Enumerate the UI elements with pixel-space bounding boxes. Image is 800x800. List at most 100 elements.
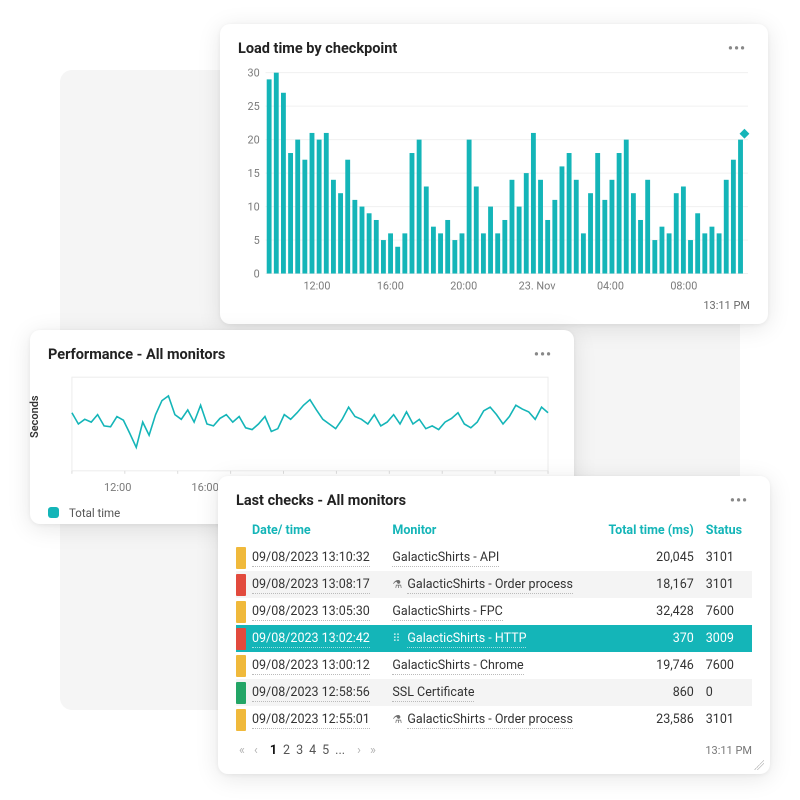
bar [660,227,665,274]
bar [302,160,307,274]
table-row[interactable]: 09/08/2023 13:08:17 ⚗GalacticShirts - Ord… [236,571,752,598]
cell-monitor: GalacticShirts - Chrome [392,658,523,675]
page-number[interactable]: 3 [296,743,303,758]
col-datetime[interactable]: Date/ time [246,517,386,544]
svg-text:5: 5 [254,234,260,247]
bar [331,180,336,274]
svg-text:30: 30 [247,67,259,80]
bar [645,180,650,274]
bar [288,153,293,274]
bar [467,140,472,274]
svg-text:25: 25 [247,100,259,113]
card-title: Last checks - All monitors [236,492,406,509]
cell-status: 7600 [700,598,752,625]
bar [517,207,522,274]
table-row[interactable]: 09/08/2023 13:00:12GalacticShirts - Chro… [236,652,752,679]
svg-text:20: 20 [247,134,259,147]
bar [495,233,500,273]
resize-handle[interactable] [754,760,764,770]
bar [345,160,350,274]
bar [338,193,343,273]
more-icon[interactable]: ••• [726,494,752,508]
diamond-marker [740,129,750,139]
bar [395,247,400,274]
cell-total: 860 [595,679,700,706]
page-first[interactable]: « [239,743,245,758]
bar [417,140,422,274]
cell-total: 32,428 [595,598,700,625]
bar [681,186,686,273]
col-monitor[interactable]: Monitor [386,517,594,544]
table-timestamp: 13:11 PM [705,744,752,757]
table-row[interactable]: 09/08/2023 13:05:30 GalacticShirts - FPC 3… [236,598,752,625]
bar [588,193,593,273]
page-number[interactable]: 5 [322,743,329,758]
line-series [72,396,548,447]
chart-timestamp: 13:11 PM [238,299,750,312]
bar [431,227,436,274]
cell-monitor: GalacticShirts - FPC [392,604,502,621]
monitor-type-icon: ⚗ [392,578,404,591]
bar [424,186,429,273]
cell-datetime: 09/08/2023 12:55:01 [252,712,370,729]
status-stripe [236,628,246,650]
cell-datetime: 09/08/2023 12:58:56 [252,685,370,702]
table-row[interactable]: 09/08/2023 12:58:56 SSL Certificate 8600 [236,679,752,706]
page-next[interactable]: › [357,743,361,758]
bar [438,233,443,273]
bar [545,220,550,274]
more-icon[interactable]: ••• [530,348,556,362]
card-title: Load time by checkpoint [238,40,397,57]
card-title: Performance - All monitors [48,346,225,363]
bar [595,153,600,274]
bar [731,160,736,274]
page-number[interactable]: ... [335,743,345,758]
bar [560,166,565,273]
page-number[interactable]: 4 [309,743,316,758]
cell-monitor: SSL Certificate [392,685,474,702]
svg-text:15: 15 [247,167,259,180]
cell-status: 3101 [700,706,752,733]
more-icon[interactable]: ••• [724,42,750,56]
page-number[interactable]: 1 [270,743,277,758]
bar [567,153,572,274]
table-row[interactable]: 09/08/2023 13:10:32GalacticShirts - API2… [236,544,752,571]
cell-datetime: 09/08/2023 13:05:30 [252,604,370,621]
status-stripe [236,709,246,731]
cell-monitor: GalacticShirts - Order process [407,577,573,594]
x-tick: 12:00 [104,481,131,494]
table-row[interactable]: 09/08/2023 13:02:42⠿GalacticShirts - HTT… [236,625,752,652]
bar [602,200,607,274]
page-last[interactable]: » [370,743,376,758]
bar [667,233,672,273]
cell-datetime: 09/08/2023 13:08:17 [252,577,370,594]
bar [452,240,457,273]
legend-label: Total time [69,506,120,520]
svg-text:10: 10 [247,201,259,214]
status-stripe [236,682,246,704]
cell-datetime: 09/08/2023 13:10:32 [252,550,370,567]
cell-status: 0 [700,679,752,706]
col-status[interactable]: Status [700,517,752,544]
bar [488,207,493,274]
table-row[interactable]: 09/08/2023 12:55:01⚗GalacticShirts - Ord… [236,706,752,733]
status-stripe [236,574,246,596]
bar [310,133,315,274]
cell-total: 19,746 [595,652,700,679]
bar [295,140,300,274]
col-total[interactable]: Total time (ms) [595,517,700,544]
legend-swatch [48,507,59,518]
bar [674,193,679,273]
bar [638,220,643,274]
bar [631,193,636,273]
bar [274,73,279,274]
cell-status: 3101 [700,544,752,571]
bar [738,140,743,274]
bar [402,233,407,273]
bar [531,133,536,274]
page-number[interactable]: 2 [283,743,290,758]
bar [281,93,286,274]
page-prev[interactable]: ‹ [254,743,258,758]
bar [610,180,615,274]
bar [460,233,465,273]
